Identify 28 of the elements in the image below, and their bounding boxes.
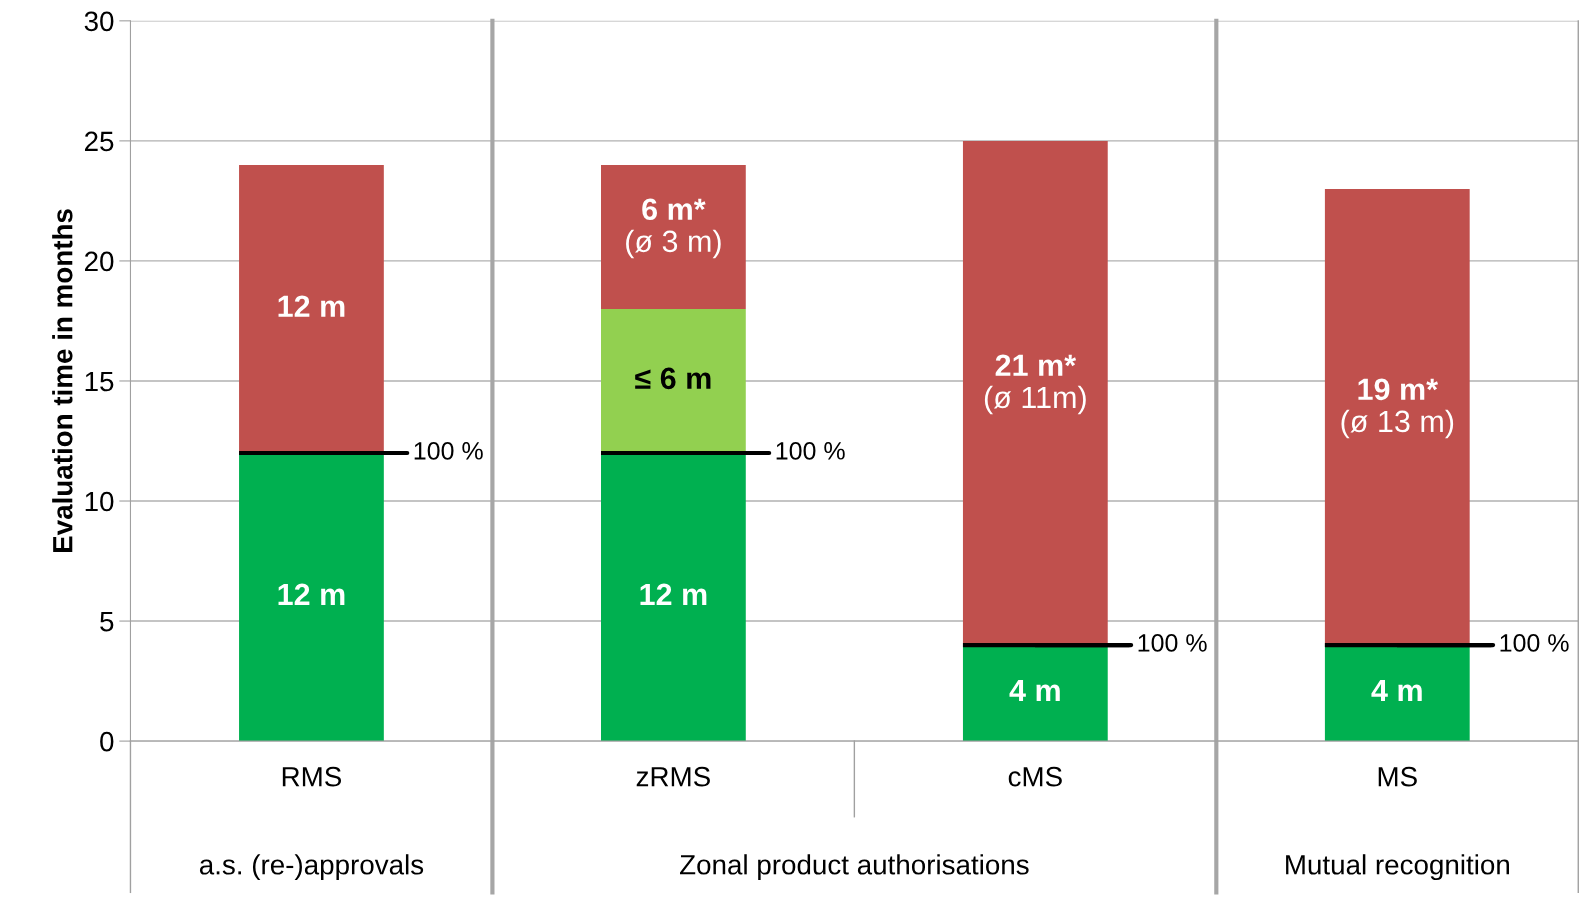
data-label: 19 m* (ø 13 m)	[1341, 378, 1454, 439]
y-tick-label: 10	[85, 491, 114, 512]
y-axis-title: Evaluation time in months	[52, 209, 73, 552]
y-tick-label: 25	[84, 131, 114, 152]
annotation: 100 %	[414, 442, 483, 460]
x-tick-label: zRMS	[636, 766, 710, 787]
annotation: 100 %	[776, 442, 845, 460]
x-tick-label: RMS	[282, 766, 342, 787]
y-tick-label: 30	[84, 11, 114, 32]
data-label: 21 m* (ø 11m)	[984, 354, 1086, 415]
data-label: ≤ 6 m	[635, 367, 711, 390]
data-label: 6 m* (ø 3 m)	[626, 198, 721, 259]
data-label: 4 m	[1009, 679, 1060, 701]
annotation: 100 %	[1500, 634, 1569, 652]
data-label: 12 m	[278, 295, 345, 317]
data-label: 12 m	[278, 583, 345, 605]
x-tick-label: MS	[1378, 766, 1417, 787]
x-tick-label: cMS	[1008, 766, 1062, 787]
y-tick-label: 0	[100, 731, 114, 752]
annotation: 100 %	[1138, 634, 1207, 652]
text: Mutual recognition	[1286, 854, 1509, 881]
text: a.s. (re-)approvals	[199, 854, 424, 881]
data-label: 4 m	[1371, 679, 1422, 701]
y-tick-label: 15	[85, 371, 114, 392]
text: Zonal product authorisations	[680, 854, 1029, 881]
data-label: 12 m	[640, 583, 707, 605]
y-tick-label: 5	[100, 612, 114, 632]
y-tick-label: 20	[84, 251, 114, 272]
